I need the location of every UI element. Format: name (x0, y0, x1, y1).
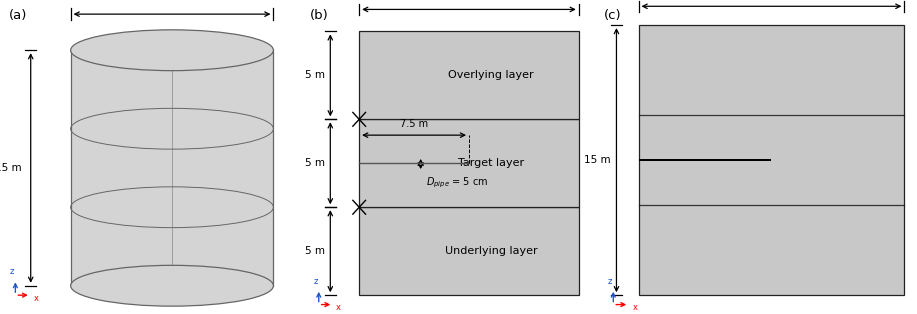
Text: z: z (10, 267, 15, 276)
Ellipse shape (71, 187, 273, 228)
Text: z: z (608, 277, 613, 286)
Polygon shape (71, 50, 273, 286)
Bar (359, 207, 579, 295)
Text: (a): (a) (9, 9, 28, 22)
Ellipse shape (71, 265, 273, 306)
Text: x: x (34, 294, 39, 303)
Bar (359, 119, 579, 207)
Ellipse shape (71, 30, 273, 71)
Text: 15 m: 15 m (159, 0, 185, 2)
Bar (359, 31, 579, 119)
Bar (638, 25, 904, 295)
Text: x: x (336, 303, 341, 312)
Text: $D_{pipe}$ = 5 cm: $D_{pipe}$ = 5 cm (426, 176, 489, 190)
Text: 7.5 m: 7.5 m (400, 119, 428, 129)
Text: x: x (633, 303, 637, 312)
Text: Underlying layer: Underlying layer (445, 246, 537, 256)
Text: 15 m: 15 m (0, 163, 21, 173)
Text: 5 m: 5 m (304, 246, 325, 256)
Ellipse shape (71, 108, 273, 149)
Text: (b): (b) (310, 9, 329, 22)
Text: (c): (c) (603, 9, 622, 22)
Text: z: z (314, 277, 318, 286)
Bar (638, 159, 771, 161)
Text: Target layer: Target layer (458, 158, 524, 168)
Text: 5 m: 5 m (304, 158, 325, 168)
Bar (638, 25, 904, 295)
Text: 5 m: 5 m (304, 70, 325, 80)
Text: Overlying layer: Overlying layer (448, 70, 534, 80)
Text: 15 m: 15 m (583, 155, 610, 165)
